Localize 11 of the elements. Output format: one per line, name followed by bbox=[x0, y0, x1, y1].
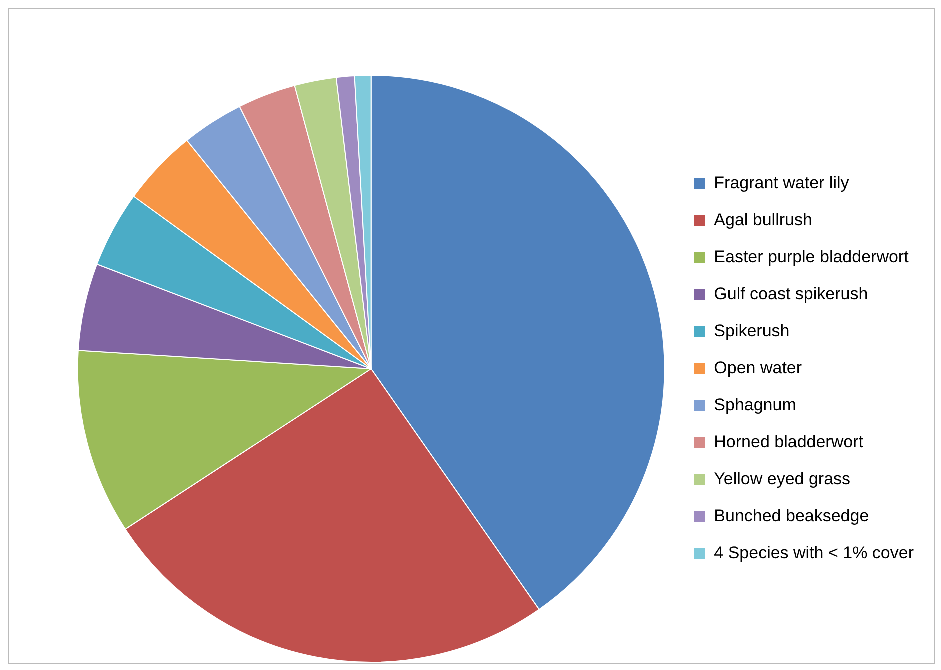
legend-label: Open water bbox=[714, 358, 802, 378]
legend-label: Yellow eyed grass bbox=[714, 470, 851, 489]
legend-label: Sphagnum bbox=[714, 396, 796, 415]
legend-label: Horned bladderwort bbox=[714, 432, 864, 452]
legend-label: Easter purple bladderwort bbox=[714, 248, 910, 267]
legend-label: 4 Species with < 1% cover bbox=[714, 544, 914, 563]
legend-label: Agal bullrush bbox=[714, 210, 812, 230]
legend-label: Bunched beaksedge bbox=[714, 506, 870, 526]
legend-label: Fragrant water lily bbox=[714, 174, 850, 193]
legend-label: Gulf coast spikerush bbox=[714, 284, 868, 304]
legend-label: Spikerush bbox=[714, 322, 790, 341]
